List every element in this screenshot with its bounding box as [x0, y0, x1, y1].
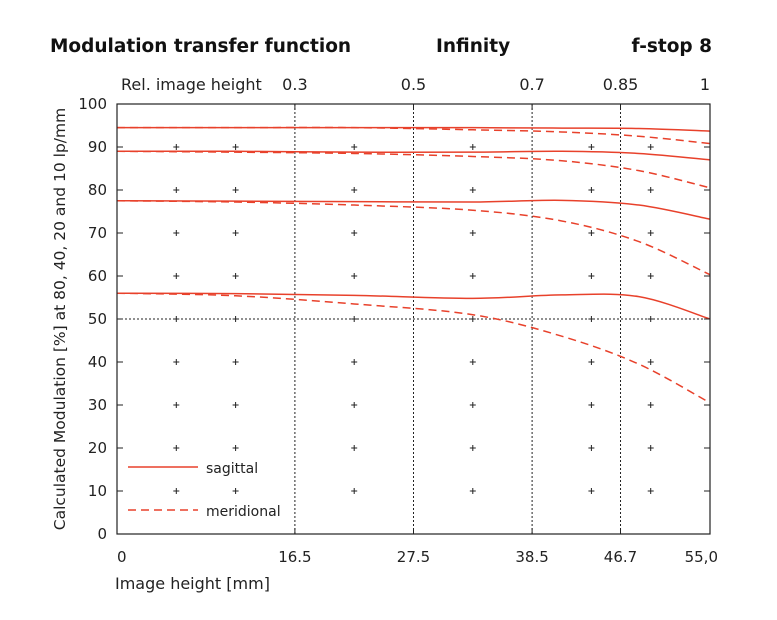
y-tick-label: 70 [88, 224, 107, 242]
top-tick-label: 0.7 [519, 75, 544, 94]
x-tick-label: 0 [117, 548, 127, 566]
top-tick-label: 0.3 [282, 75, 307, 94]
axes-layer: 0 10 20 30 40 50 60 70 80 90 100 0 16.5 27.5 38.5 46.7 5… [78, 75, 718, 566]
meridional-10lpmm-curve [116, 126, 711, 145]
top-axis-label: Rel. image height [121, 75, 262, 94]
x-tick-label: 55,0 [685, 548, 718, 566]
top-tick-label: 0.5 [401, 75, 426, 94]
y-tick-label: 90 [88, 138, 107, 156]
y-tick-label: 80 [88, 181, 107, 199]
y-tick-label: 50 [88, 310, 107, 328]
y-tick-label: 40 [88, 353, 107, 371]
top-tick-label: 1 [700, 75, 710, 94]
x-axis-label: Image height [mm] [115, 574, 270, 593]
sagittal-80lpmm-curve [116, 292, 711, 320]
x-tick-label: 38.5 [515, 548, 548, 566]
x-tick-label: 46.7 [604, 548, 637, 566]
y-tick-label: 30 [88, 396, 107, 414]
focus-label: Infinity [436, 36, 511, 57]
legend-meridional-label: meridional [206, 504, 281, 520]
y-axis-label: Calculated Modulation [%] at 80, 40, 20 … [51, 108, 69, 530]
grid-layer [117, 104, 710, 534]
x-tick-label: 16.5 [278, 548, 311, 566]
chart-title: Modulation transfer function [50, 36, 352, 57]
curves-layer [116, 126, 711, 404]
y-tick-label: 60 [88, 267, 107, 285]
meridional-20lpmm-curve [116, 150, 711, 189]
sagittal-20lpmm-curve [116, 150, 711, 161]
legend-sagittal-label: sagittal [206, 461, 258, 477]
legend: sagittal meridional [128, 461, 281, 520]
top-tick-label: 0.85 [603, 75, 639, 94]
y-tick-label: 10 [88, 482, 107, 500]
y-tick-label: 0 [97, 525, 107, 543]
x-tick-label: 27.5 [397, 548, 430, 566]
meridional-40lpmm-curve [116, 200, 711, 276]
sagittal-40lpmm-curve [116, 199, 711, 220]
meridional-80lpmm-curve [116, 292, 711, 404]
aperture-label: f-stop 8 [631, 36, 712, 57]
y-tick-label: 20 [88, 439, 107, 457]
y-tick-label: 100 [78, 95, 107, 113]
